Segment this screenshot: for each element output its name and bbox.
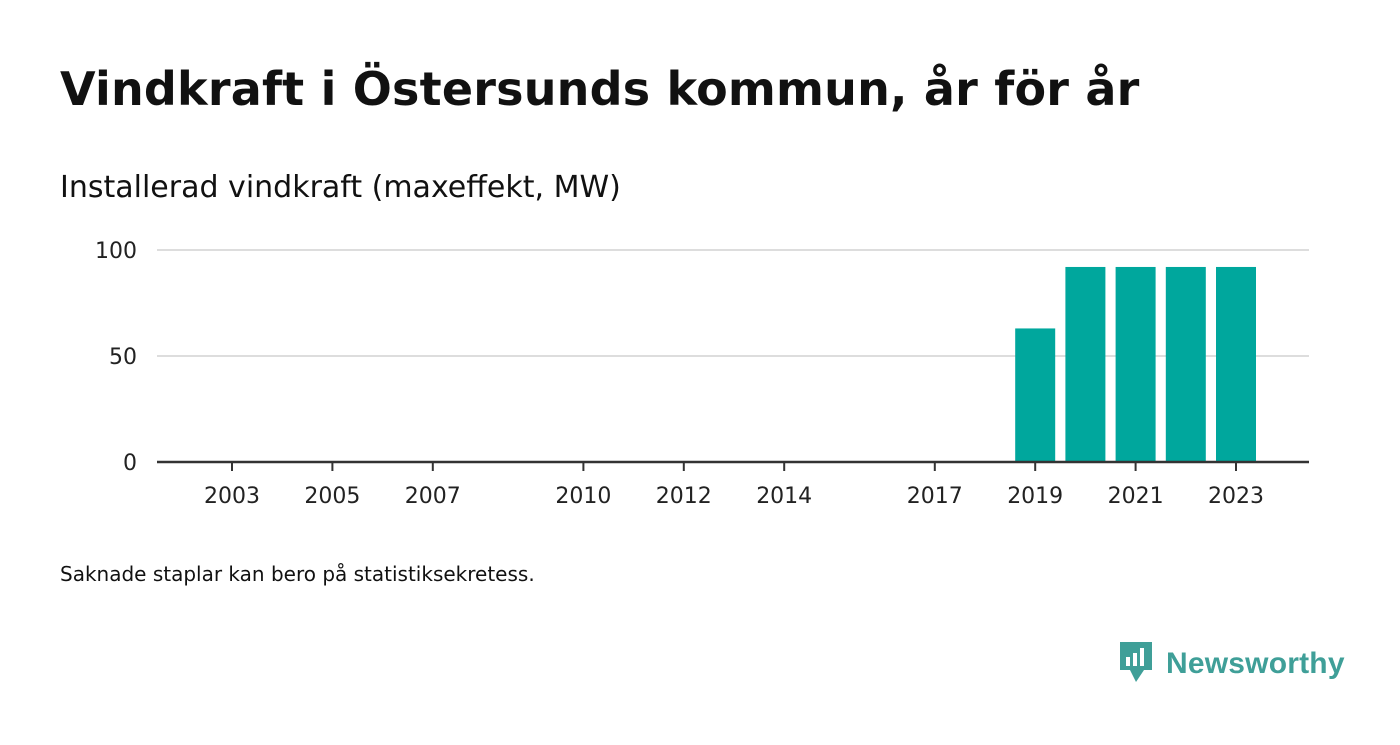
- x-tick-label: 2017: [907, 484, 963, 509]
- bar: [1115, 266, 1156, 462]
- x-tick-label: 2005: [304, 484, 360, 509]
- y-tick-label: 100: [95, 239, 137, 264]
- x-tick-label: 2023: [1208, 484, 1264, 509]
- x-tick-label: 2014: [756, 484, 812, 509]
- bar: [1216, 266, 1256, 462]
- brand-logo: Newsworthy: [1118, 640, 1345, 688]
- bars: [1015, 266, 1256, 462]
- footnote: Saknade staplar kan bero på statistiksek…: [60, 562, 535, 586]
- newsworthy-logo-icon: [1118, 640, 1154, 688]
- bar: [1165, 266, 1206, 462]
- y-tick-labels: 0 50 100: [95, 239, 137, 476]
- bar: [1015, 328, 1056, 462]
- x-tick-labels: 2003 2005 2007 2010 2012 2014 2017 2019 2021 2023: [204, 484, 1264, 509]
- chart-title: Vindkraft i Östersunds kommun, år för år: [60, 62, 1140, 116]
- x-tick-marks: [231, 462, 1237, 471]
- brand-name: Newsworthy: [1166, 647, 1345, 680]
- x-tick-label: 2003: [204, 484, 260, 509]
- y-tick-label: 50: [109, 345, 137, 370]
- x-tick-label: 2007: [405, 484, 461, 509]
- x-tick-label: 2021: [1108, 484, 1164, 509]
- bar: [1065, 266, 1106, 462]
- x-tick-label: 2019: [1007, 484, 1063, 509]
- y-tick-label: 0: [123, 451, 137, 476]
- chart-subtitle: Installerad vindkraft (maxeffekt, MW): [60, 170, 621, 205]
- x-tick-label: 2010: [555, 484, 611, 509]
- x-tick-label: 2012: [656, 484, 712, 509]
